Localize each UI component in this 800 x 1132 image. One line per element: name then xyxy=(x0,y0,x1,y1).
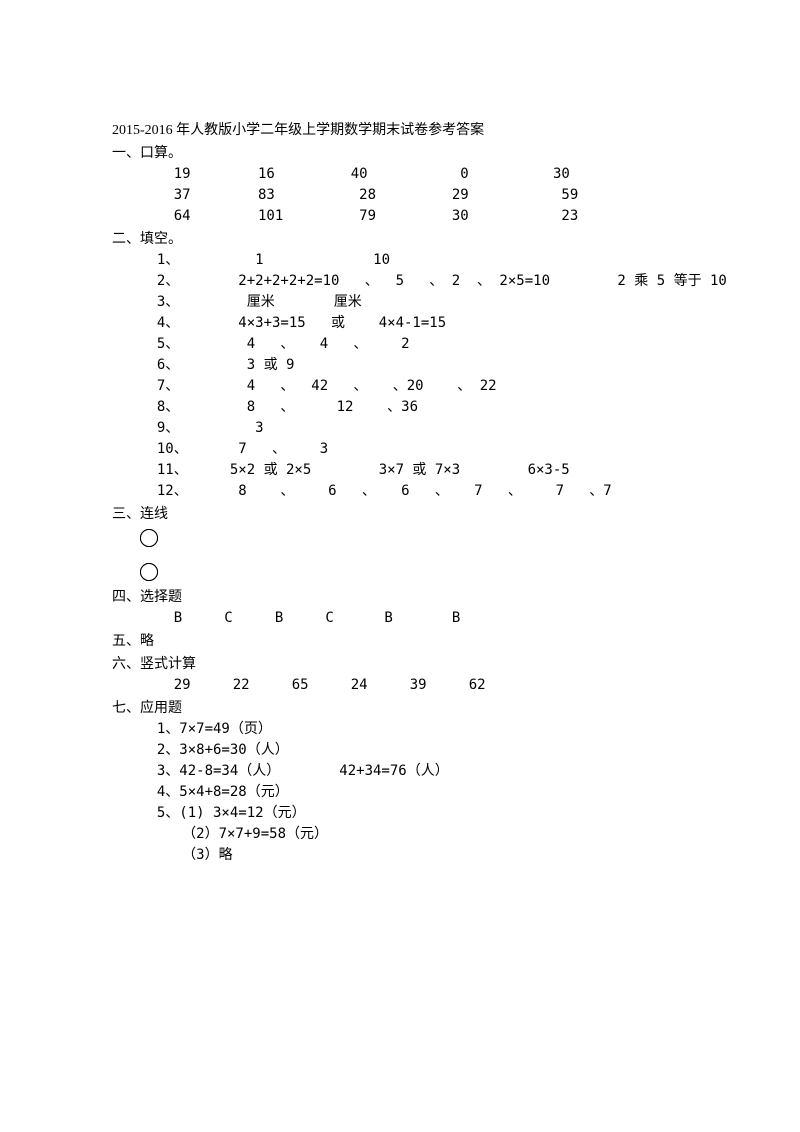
s7-row: （2）7×7+9=58（元） xyxy=(112,824,688,845)
s2-row: 7、 4 、 42 、 、20 、 22 xyxy=(112,376,688,397)
match-diagram xyxy=(140,525,340,585)
s7-row: 5、(1) 3×4=12（元） xyxy=(112,803,688,824)
s2-row: 9、 3 xyxy=(112,418,688,439)
s6-row: 29 22 65 24 39 62 xyxy=(112,675,688,696)
section-5-header: 五、略 xyxy=(112,631,688,652)
s2-row: 6、 3 或 9 xyxy=(112,355,688,376)
s7-row: 4、5×4+8=28（元） xyxy=(112,782,688,803)
s2-row: 5、 4 、 4 、 2 xyxy=(112,334,688,355)
match-top-node xyxy=(140,529,158,547)
s2-row: 12、 8 、 6 、 6 、 7 、 7 、7 xyxy=(112,481,688,502)
s1-row: 37 83 28 29 59 xyxy=(112,185,688,206)
section-7-header: 七、应用题 xyxy=(112,698,688,719)
s2-row: 2、 2+2+2+2+2=10 、 5 、 2 、 2×5=10 2 乘 5 等… xyxy=(112,271,688,292)
s2-row: 10、 7 、 3 xyxy=(112,439,688,460)
page-title: 2015-2016 年人教版小学二年级上学期数学期末试卷参考答案 xyxy=(112,120,688,141)
s1-row: 19 16 40 0 30 xyxy=(112,164,688,185)
section-6-header: 六、竖式计算 xyxy=(112,654,688,675)
section-1-header: 一、口算。 xyxy=(112,143,688,164)
s7-row: 1、7×7=49（页） xyxy=(112,719,688,740)
s7-row: 3、42-8=34（人） 42+34=76（人） xyxy=(112,761,688,782)
s7-row: 2、3×8+6=30（人） xyxy=(112,740,688,761)
match-bottom-node xyxy=(140,563,158,581)
s2-row: 11、 5×2 或 2×5 3×7 或 7×3 6×3-5 xyxy=(112,460,688,481)
s1-row: 64 101 79 30 23 xyxy=(112,206,688,227)
s2-row: 8、 8 、 12 、36 xyxy=(112,397,688,418)
section-4-header: 四、选择题 xyxy=(112,587,688,608)
section-2-header: 二、填空。 xyxy=(112,229,688,250)
s2-row: 4、 4×3+3=15 或 4×4-1=15 xyxy=(112,313,688,334)
s4-row: B C B C B B xyxy=(112,608,688,629)
match-lines xyxy=(140,525,340,585)
s7-row: （3）略 xyxy=(112,845,688,866)
s2-row: 3、 厘米 厘米 xyxy=(112,292,688,313)
section-3-header: 三、连线 xyxy=(112,504,688,525)
s2-row: 1、 1 10 xyxy=(112,250,688,271)
